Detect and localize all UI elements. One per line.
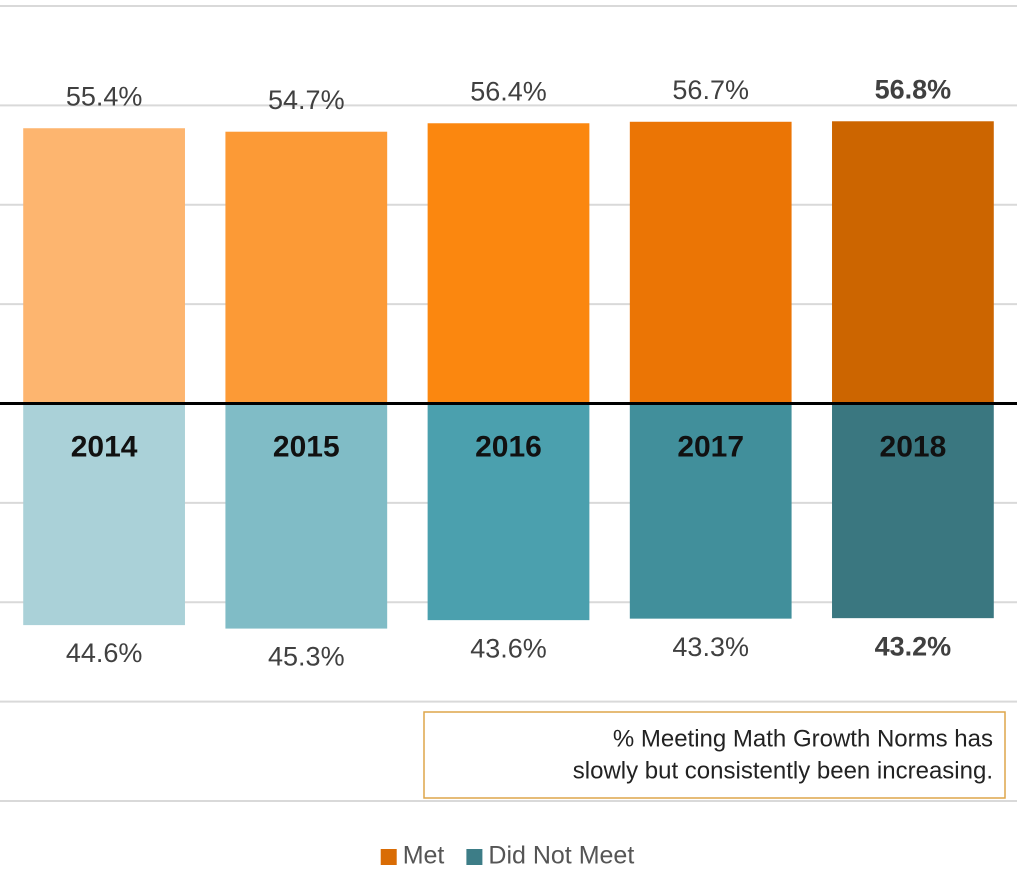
category-label: 2014	[71, 430, 138, 463]
value-label: 44.6%	[66, 638, 143, 668]
legend-label: Met	[403, 842, 445, 870]
value-label: 54.7%	[268, 85, 345, 115]
category-label: 2015	[273, 430, 340, 463]
bar	[427, 403, 590, 621]
value-label: 43.6%	[470, 633, 547, 663]
legend-swatch	[380, 849, 397, 865]
value-label: 55.4%	[66, 81, 143, 111]
bar	[23, 403, 185, 626]
bar	[225, 131, 388, 404]
bar	[832, 403, 994, 619]
value-label: 43.2%	[875, 631, 952, 661]
value-label: 56.8%	[875, 74, 952, 104]
category-label: 2016	[475, 430, 542, 463]
value-label: 45.3%	[268, 642, 345, 672]
category-label: 2018	[880, 430, 947, 463]
bar	[629, 121, 792, 404]
category-label: 2017	[677, 430, 744, 463]
legend-label: Did Not Meet	[488, 842, 634, 870]
bar	[225, 403, 388, 629]
annotation-box	[423, 711, 1006, 799]
bar	[427, 123, 590, 404]
value-label: 43.3%	[672, 632, 749, 662]
bar	[832, 121, 994, 404]
annotation-text: % Meeting Math Growth Norms has	[613, 725, 993, 752]
value-label: 56.7%	[672, 75, 749, 105]
bar	[629, 403, 792, 619]
legend-swatch	[466, 849, 483, 865]
annotation-text: slowly but consistently been increasing.	[573, 757, 993, 784]
bar	[23, 128, 185, 404]
value-label: 56.4%	[470, 76, 547, 106]
